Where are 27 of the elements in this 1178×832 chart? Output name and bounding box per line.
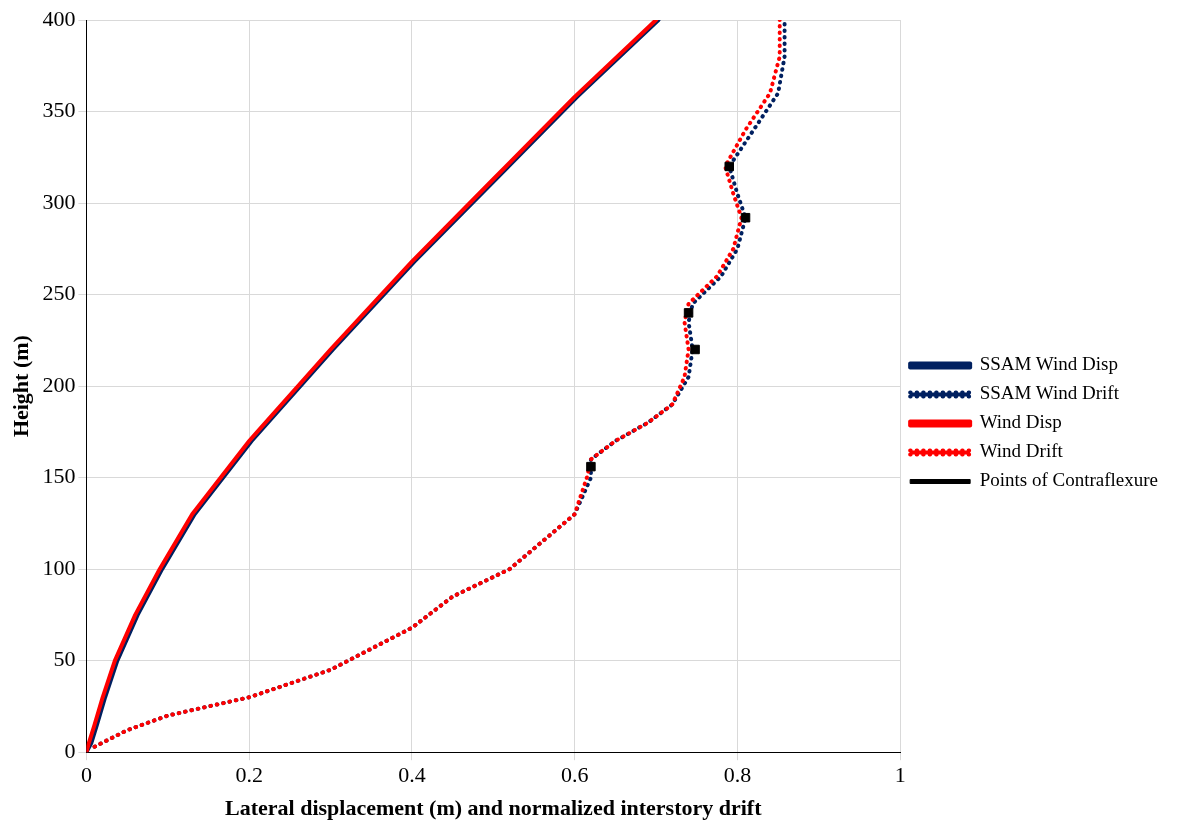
- y-tick-label: 250: [42, 280, 76, 306]
- x-tick-label: 0.8: [723, 762, 752, 788]
- y-tick-label: 0: [64, 737, 76, 763]
- point: [724, 161, 734, 172]
- legend-label: Points of Contraflexure: [979, 469, 1158, 491]
- x-tick-label: 1: [894, 762, 906, 788]
- x-tick-label: 0.4: [398, 762, 426, 788]
- y-tick-label: 300: [42, 188, 76, 214]
- legend-label: Wind Disp: [979, 411, 1062, 433]
- y-tick-label: 200: [42, 371, 76, 397]
- x-tick-label: 0.2: [235, 762, 263, 788]
- x-tick-label: 0: [80, 762, 92, 788]
- legend-label: SSAM Wind Disp: [979, 353, 1118, 375]
- x-axis-title: Lateral displacement (m) and normalized interstory drift: [225, 795, 763, 821]
- point: [740, 212, 751, 223]
- y-tick-label: 350: [42, 97, 76, 123]
- point: [586, 461, 596, 472]
- y-tick-label: 50: [53, 646, 76, 672]
- point: [690, 344, 700, 355]
- y-tick-label: 400: [42, 5, 76, 31]
- legend-label: SSAM Wind Drift: [979, 382, 1120, 404]
- legend-label: Wind Drift: [979, 440, 1064, 462]
- point: [683, 308, 694, 318]
- x-tick-label: 0.6: [560, 762, 589, 788]
- y-tick-label: 100: [42, 554, 76, 580]
- y-axis-title: Height (m): [7, 335, 33, 438]
- y-tick-label: 150: [42, 463, 76, 489]
